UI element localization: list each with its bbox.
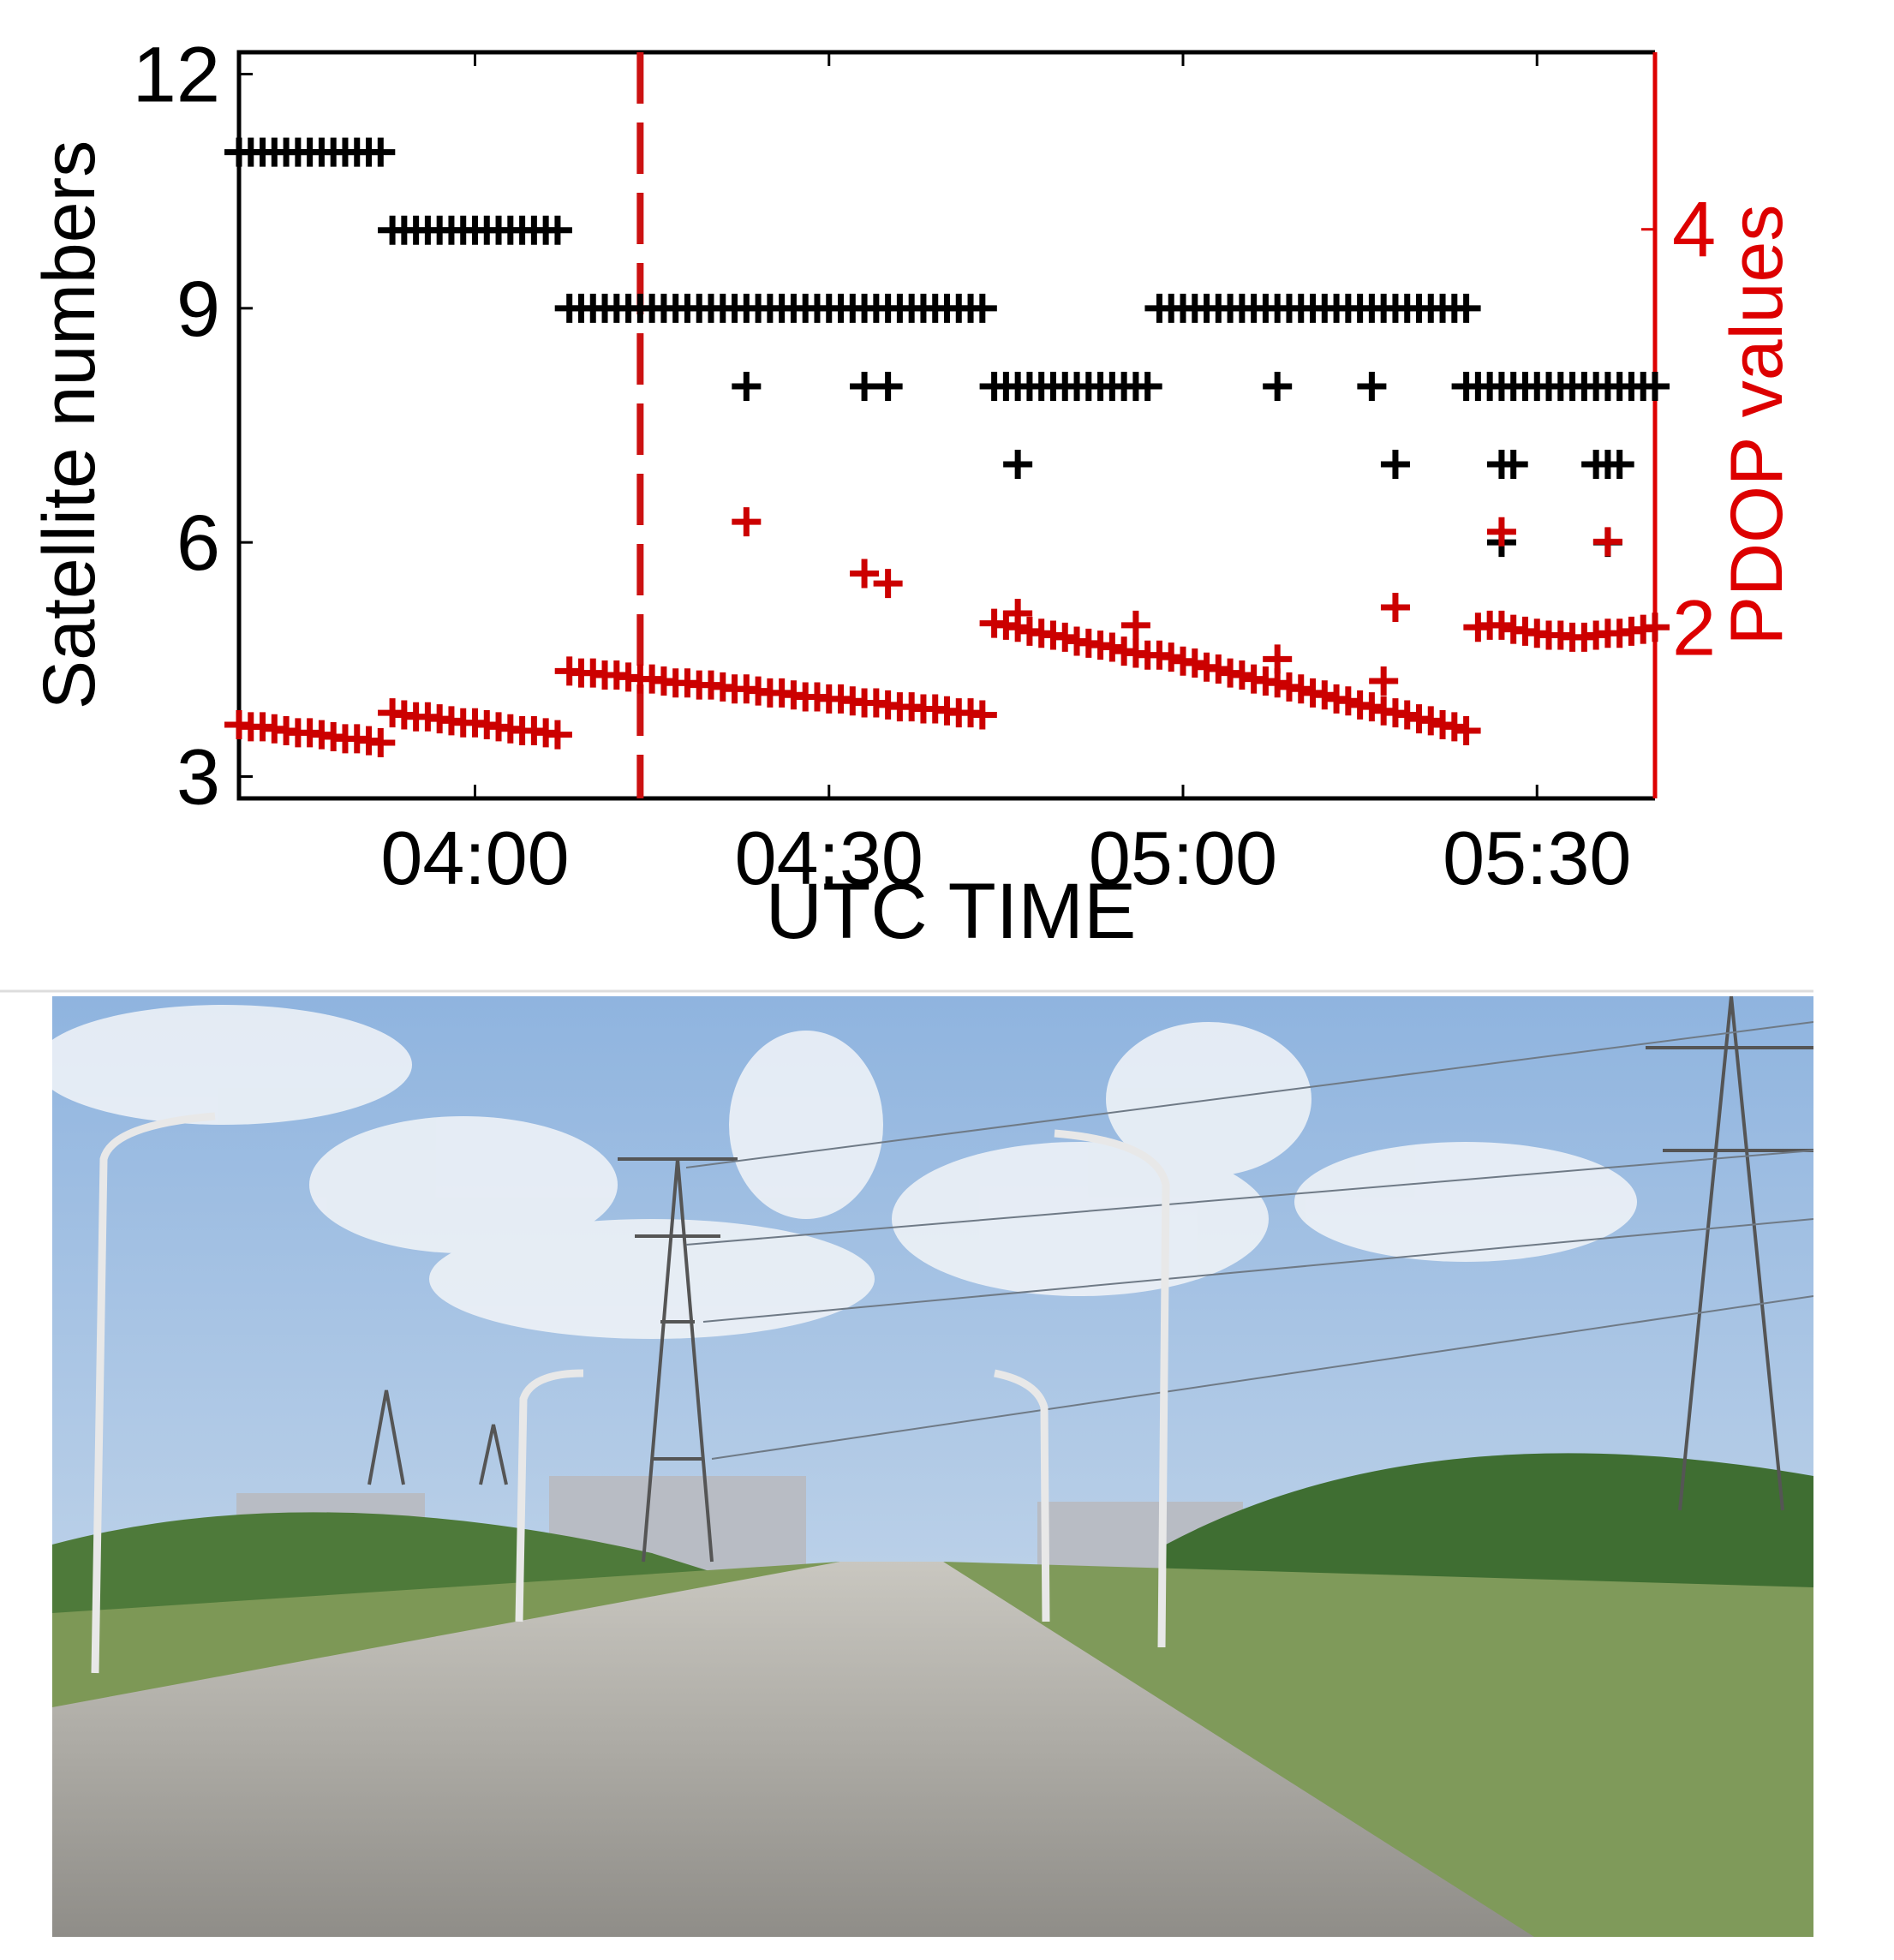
street-lamps (91, 1112, 1170, 1674)
point (366, 727, 396, 757)
point (967, 700, 997, 730)
y-axis-title: Satellite numbers (28, 140, 111, 709)
point (1486, 517, 1516, 547)
point (1498, 450, 1528, 480)
point (1003, 598, 1033, 628)
point (873, 569, 903, 599)
y2-tick-label: 4 (1672, 187, 1716, 274)
x-tick-label: 05:00 (1089, 816, 1277, 900)
y-tick-label: 9 (176, 266, 220, 353)
y-tick-label: 12 (133, 32, 220, 119)
axes-frame (236, 50, 1655, 801)
point (1592, 527, 1622, 557)
series (224, 137, 1670, 558)
point (967, 293, 997, 323)
point (542, 215, 572, 245)
point (1132, 371, 1162, 401)
point (1640, 612, 1670, 642)
point (1263, 371, 1293, 401)
point (1357, 371, 1387, 401)
y-tick-label: 3 (176, 733, 220, 821)
towers (367, 996, 1813, 1563)
point (1120, 610, 1150, 640)
point (1451, 293, 1481, 323)
y-tick-label: 6 (176, 499, 220, 587)
x-tick-label: 05:30 (1443, 816, 1631, 900)
point (1380, 593, 1410, 623)
grass-right (943, 1562, 1813, 1937)
point (1604, 450, 1634, 480)
point (542, 720, 572, 750)
point (1263, 644, 1293, 674)
chart: UTC TIME Satellite numbers PDOP values 0… (0, 32, 1813, 993)
y2-axis-title: PDOP values (1716, 205, 1798, 646)
point (1003, 450, 1033, 480)
point (1369, 666, 1399, 696)
x-tick-label: 04:30 (735, 816, 923, 900)
clouds (52, 1005, 1637, 1339)
road (52, 1562, 1534, 1937)
point (850, 559, 880, 589)
series (224, 507, 1670, 757)
point (732, 507, 762, 537)
point (873, 371, 903, 401)
y2-tick-label: 2 (1672, 584, 1716, 672)
photo (52, 996, 1813, 1937)
power-lines (685, 1021, 1813, 1460)
point (1380, 450, 1410, 480)
x-axis-title: UTC TIME (766, 868, 1137, 955)
x-tick-label: 04:00 (380, 816, 569, 900)
point (1640, 371, 1670, 401)
point (1451, 716, 1481, 746)
point (732, 371, 762, 401)
point (366, 137, 396, 167)
